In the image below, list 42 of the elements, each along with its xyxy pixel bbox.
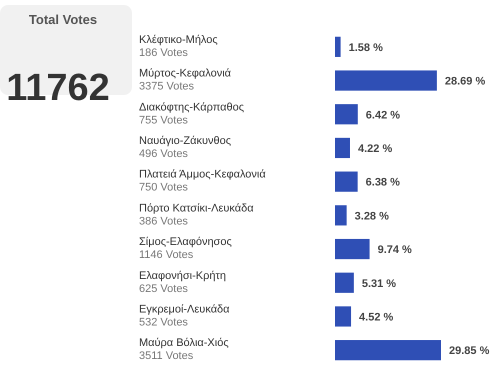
y-tick-label: Εγκρεμοί-Λευκάδα: [139, 303, 230, 316]
bar: [335, 306, 352, 327]
text: 625 Votes: [139, 282, 188, 295]
bar: [335, 272, 354, 293]
data-label: 4.22 %: [358, 142, 392, 155]
y-tick-label: Μύρτος-Κεφαλονιά: [139, 68, 232, 80]
bar: [335, 104, 358, 124]
y-tick-label: Σίμος-Ελαφόνησος: [139, 236, 232, 248]
text: 532 Votes: [139, 316, 188, 328]
y-tick-label: Ναυάγιο-Ζάκυνθος: [139, 134, 232, 147]
bar: [335, 340, 441, 360]
text: 496 Votes: [139, 148, 188, 160]
bar: [335, 70, 437, 91]
data-label: 1.58 %: [348, 42, 384, 54]
data-label: 9.74 %: [378, 244, 412, 256]
data-label: 6.38 %: [366, 176, 400, 189]
text: 3511 Votes: [139, 350, 194, 362]
data-label: 3.28 %: [354, 210, 390, 222]
data-label: 28.69 %: [444, 76, 486, 88]
y-tick-label: Πόρτο Κατσίκι-Λευκάδα: [139, 202, 254, 214]
bar: [335, 205, 347, 226]
bar: [335, 36, 341, 57]
data-label: 6.42 %: [366, 109, 400, 122]
y-tick-label: Ελαφονήσι-Κρήτη: [139, 270, 226, 282]
text: 186 Votes: [139, 46, 188, 59]
text: 386 Votes: [139, 215, 188, 228]
text: 755 Votes: [139, 114, 188, 126]
text: 11762: [6, 67, 110, 109]
text: Total Votes: [28, 12, 98, 27]
data-label: 29.85 %: [449, 345, 490, 358]
y-tick-label: Πλατειά Άμμος-Κεφαλονιά: [139, 168, 266, 181]
bar: [335, 138, 350, 158]
text: 3375 Votes: [139, 80, 195, 93]
text: 1146 Votes: [139, 249, 194, 262]
y-tick-label: Διακόφτης-Κάρπαθος: [139, 101, 244, 114]
bar: [335, 172, 358, 192]
y-tick-label: Κλέφτικο-Μήλος: [139, 34, 218, 46]
bar: [335, 238, 370, 260]
data-label: 4.52 %: [359, 311, 394, 324]
y-tick-label: Μαύρα Βόλια-Χιός: [139, 337, 229, 350]
text: 750 Votes: [139, 182, 188, 194]
data-label: 5.31 %: [362, 278, 396, 290]
